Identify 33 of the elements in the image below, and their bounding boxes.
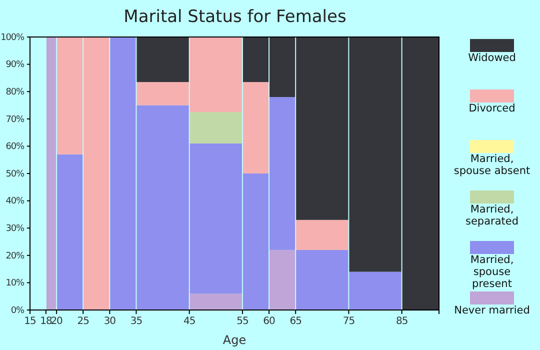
x-tick-label: 45 xyxy=(183,316,196,328)
y-tick-label: 70% xyxy=(6,114,26,125)
legend-label: Married, separated xyxy=(465,204,519,228)
x-tick-label: 18 xyxy=(40,316,52,328)
y-tick-label: 50% xyxy=(6,169,26,180)
x-tick-label: 65 xyxy=(290,316,302,328)
x-tick-label: 35 xyxy=(130,316,142,328)
y-tick-label: 30% xyxy=(6,224,26,234)
y-tick-label: 10% xyxy=(6,278,26,289)
x-tick-label: 25 xyxy=(77,316,90,328)
y-tick-label: 40% xyxy=(6,196,26,207)
bar xyxy=(270,250,296,310)
legend-label: Married, spouse absent xyxy=(454,153,530,177)
y-tick-label: 90% xyxy=(6,60,26,70)
y-tick-label: 20% xyxy=(6,251,26,262)
legend-label: Never married xyxy=(454,304,530,316)
y-tick-label: 0% xyxy=(10,306,26,316)
x-tick-label: 55 xyxy=(236,316,248,328)
x-tick-label: 30 xyxy=(104,316,116,328)
y-tick-label: 80% xyxy=(6,87,26,98)
chart-title: Marital Status for Females xyxy=(124,7,346,27)
x-tick-label: 85 xyxy=(396,316,408,328)
y-tick-label: 60% xyxy=(6,142,26,152)
x-tick-label: 60 xyxy=(263,316,276,328)
x-tick-label: 20 xyxy=(50,316,63,328)
x-tick-label: 75 xyxy=(342,316,355,328)
x-tick-label: 15 xyxy=(24,316,36,328)
x-axis-title: Age xyxy=(222,333,246,347)
legend-label: Widowed xyxy=(468,52,516,64)
legend-label: Married, spouse present xyxy=(470,254,514,290)
legend-label: Divorced xyxy=(468,102,516,114)
bar xyxy=(190,112,242,144)
y-tick-label: 100% xyxy=(0,32,26,43)
